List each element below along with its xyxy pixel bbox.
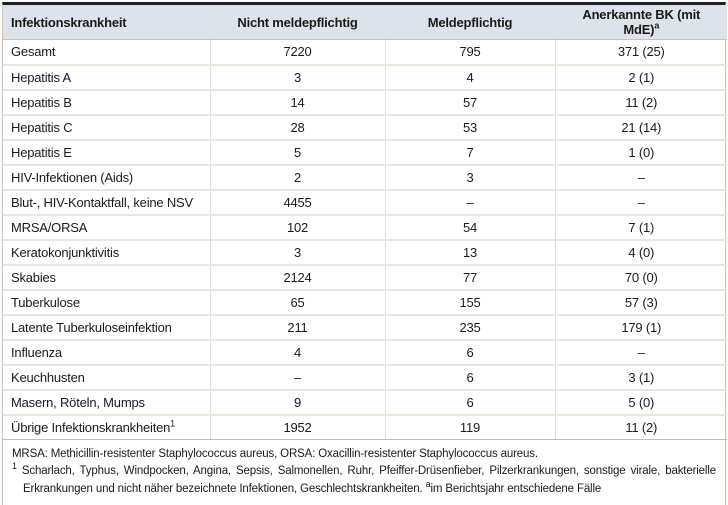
table-row: Keratokonjunktivitis 3 13 4 (0) <box>3 239 727 266</box>
value-cell: – <box>554 189 727 216</box>
value-cell: 4 <box>209 339 385 366</box>
value-cell: 21 (14) <box>554 114 727 141</box>
value-cell: 65 <box>209 289 385 316</box>
value-cell: 2 (1) <box>554 64 727 91</box>
disease-name-cell: Hepatitis A <box>3 64 210 91</box>
value-cell: 53 <box>384 114 555 141</box>
value-cell: 155 <box>384 289 555 316</box>
table-row: Keuchhusten –6 3 (1) <box>3 364 727 391</box>
table-row: Blut-, HIV-Kontaktfall, keine NSV 4455– – <box>3 189 727 216</box>
value-cell: 3 <box>209 239 385 266</box>
value-cell: 211 <box>209 314 385 341</box>
value-cell: 235 <box>384 314 555 341</box>
disease-name-cell: Latente Tuberkuloseinfektion <box>3 314 210 341</box>
disease-name-cell: Masern, Röteln, Mumps <box>3 389 210 416</box>
value-cell: 795 <box>384 39 555 66</box>
table-row: Influenza 4 6– <box>3 339 727 366</box>
value-cell: – <box>384 189 555 216</box>
value-cell: 2124 <box>209 264 385 291</box>
value-cell: 371 (25) <box>554 39 727 66</box>
disease-name-cell: MRSA/ORSA <box>3 214 210 241</box>
disease-name-cell: Gesamt <box>3 39 210 66</box>
value-cell: 57 <box>384 89 555 116</box>
value-cell: 6 <box>384 389 555 416</box>
value-cell: 54 <box>384 214 555 241</box>
value-cell: 4455 <box>209 189 385 216</box>
value-cell: 3 (1) <box>554 364 727 391</box>
table-row: Übrige Infektionskrankheiten1 1952 119 11 (… <box>3 414 727 440</box>
table-row: MRSA/ORSA 102 54 7 (1) <box>3 214 727 241</box>
table-footnotes: MRSA: Methicillin-resistenter Staphyloco… <box>3 440 725 505</box>
value-cell: 102 <box>209 214 385 241</box>
value-cell: – <box>209 364 385 391</box>
value-cell: 9 <box>209 389 385 416</box>
value-cell: 5 (0) <box>554 389 727 416</box>
disease-name-cell: Hepatitis E <box>3 139 210 166</box>
footnote-a-marker: a <box>425 478 431 489</box>
disease-name-cell: Keuchhusten <box>3 364 210 391</box>
value-cell: 119 <box>384 414 555 440</box>
header-row: Infektionskrankheit Nicht meldepflichtig… <box>3 5 727 40</box>
value-cell: 7 (1) <box>554 214 727 241</box>
value-cell: 4 (0) <box>554 239 727 266</box>
footnote-marker: 1 <box>170 418 175 429</box>
value-cell: 1952 <box>209 414 385 440</box>
disease-name-cell: Influenza <box>3 339 210 366</box>
table-row: Hepatitis C 28 53 21 (14) <box>3 114 727 141</box>
footnote-1: 1 Scharlach, Typhus, Windpocken, Angina,… <box>12 461 716 498</box>
footnote-1-text: Scharlach, Typhus, Windpocken, Angina, S… <box>21 465 716 495</box>
value-cell: 11 (2) <box>554 414 727 440</box>
value-cell: 179 (1) <box>554 314 727 341</box>
value-cell: 3 <box>384 164 555 191</box>
table-row: Hepatitis B 14 57 11 (2) <box>3 89 727 116</box>
value-cell: 28 <box>209 114 385 141</box>
table-row: Skabies 2124 77 70 (0) <box>3 264 727 291</box>
table-row: Latente Tuberkuloseinfektion 211 235 179 (1… <box>3 314 727 341</box>
disease-name-cell: Keratokonjunktivitis <box>3 239 210 266</box>
disease-name-cell: Übrige Infektionskrankheiten1 <box>3 414 210 440</box>
value-cell: 77 <box>384 264 555 291</box>
col-header-recognized-bk-text: Anerkannte BK (mit MdE) <box>582 7 701 37</box>
disease-name-cell: Hepatitis B <box>3 89 210 116</box>
value-cell: 3 <box>209 64 385 91</box>
value-cell: 70 (0) <box>554 264 727 291</box>
table-row: Gesamt 7220 795 371 (25) <box>3 39 727 66</box>
value-cell: 6 <box>384 339 555 366</box>
data-table: Infektionskrankheit Nicht meldepflichtig… <box>3 5 727 440</box>
col-header-not-notifiable: Nicht meldepflichtig <box>209 5 385 40</box>
value-cell: 7220 <box>209 39 385 66</box>
value-cell: 1 (0) <box>554 139 727 166</box>
footnote-1-marker: 1 <box>12 461 17 472</box>
col-header-footnote-marker: a <box>654 20 660 31</box>
col-header-disease: Infektionskrankheit <box>3 5 210 40</box>
table-row: Tuberkulose 65 155 57 (3) <box>3 289 727 316</box>
value-cell: 13 <box>384 239 555 266</box>
disease-name-cell: HIV-Infektionen (Aids) <box>3 164 210 191</box>
footnote-a-text: im Berichtsjahr entschiedene Fälle <box>430 482 602 495</box>
table-row: Masern, Röteln, Mumps 9 6 5 (0) <box>3 389 727 416</box>
value-cell: 5 <box>209 139 385 166</box>
table-header: Infektionskrankheit Nicht meldepflichtig… <box>3 5 727 40</box>
value-cell: – <box>554 164 727 191</box>
value-cell: 7 <box>384 139 555 166</box>
value-cell: 4 <box>384 64 555 91</box>
value-cell: 14 <box>209 89 385 116</box>
abbreviation-note: MRSA: Methicillin-resistenter Staphyloco… <box>12 448 538 460</box>
col-header-notifiable: Meldepflichtig <box>384 5 555 40</box>
value-cell: – <box>554 339 727 366</box>
value-cell: 6 <box>384 364 555 391</box>
disease-name-cell: Tuberkulose <box>3 289 210 316</box>
value-cell: 11 (2) <box>554 89 727 116</box>
disease-name-cell: Skabies <box>3 264 210 291</box>
value-cell: 2 <box>209 164 385 191</box>
disease-name-cell: Blut-, HIV-Kontaktfall, keine NSV <box>3 189 210 216</box>
table-row: HIV-Infektionen (Aids) 2 3– <box>3 164 727 191</box>
col-header-recognized-bk: Anerkannte BK (mit MdE)a <box>554 5 727 40</box>
disease-name-cell: Hepatitis C <box>3 114 210 141</box>
value-cell: 57 (3) <box>554 289 727 316</box>
